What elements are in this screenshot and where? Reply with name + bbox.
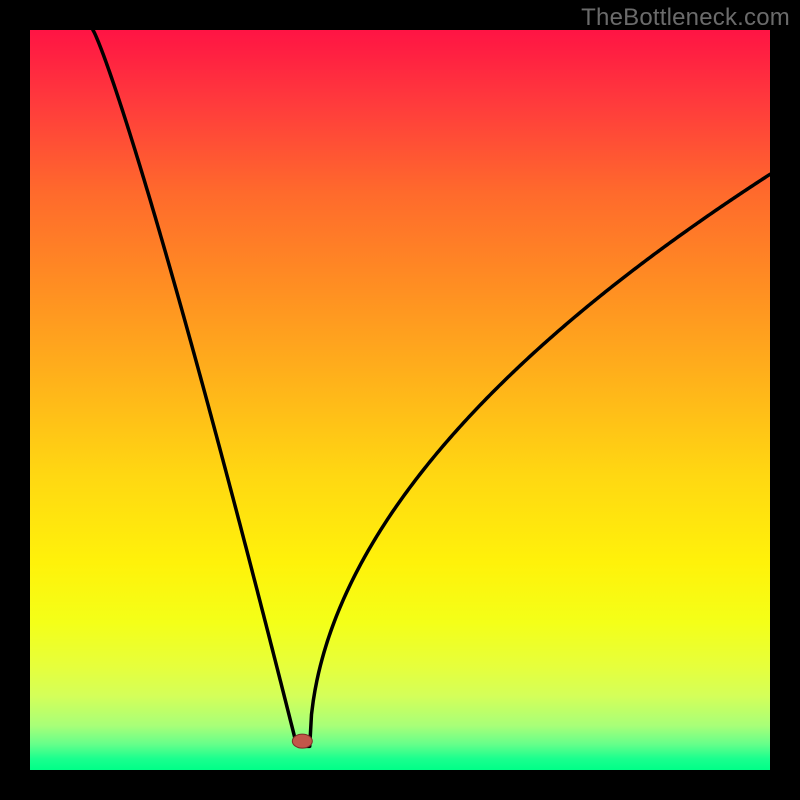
plot-area [30, 30, 770, 770]
bottleneck-curve-chart [30, 30, 770, 770]
gradient-background [30, 30, 770, 770]
watermark-text: TheBottleneck.com [581, 4, 790, 32]
optimal-point-marker [292, 734, 312, 748]
chart-container: TheBottleneck.com [0, 0, 800, 800]
